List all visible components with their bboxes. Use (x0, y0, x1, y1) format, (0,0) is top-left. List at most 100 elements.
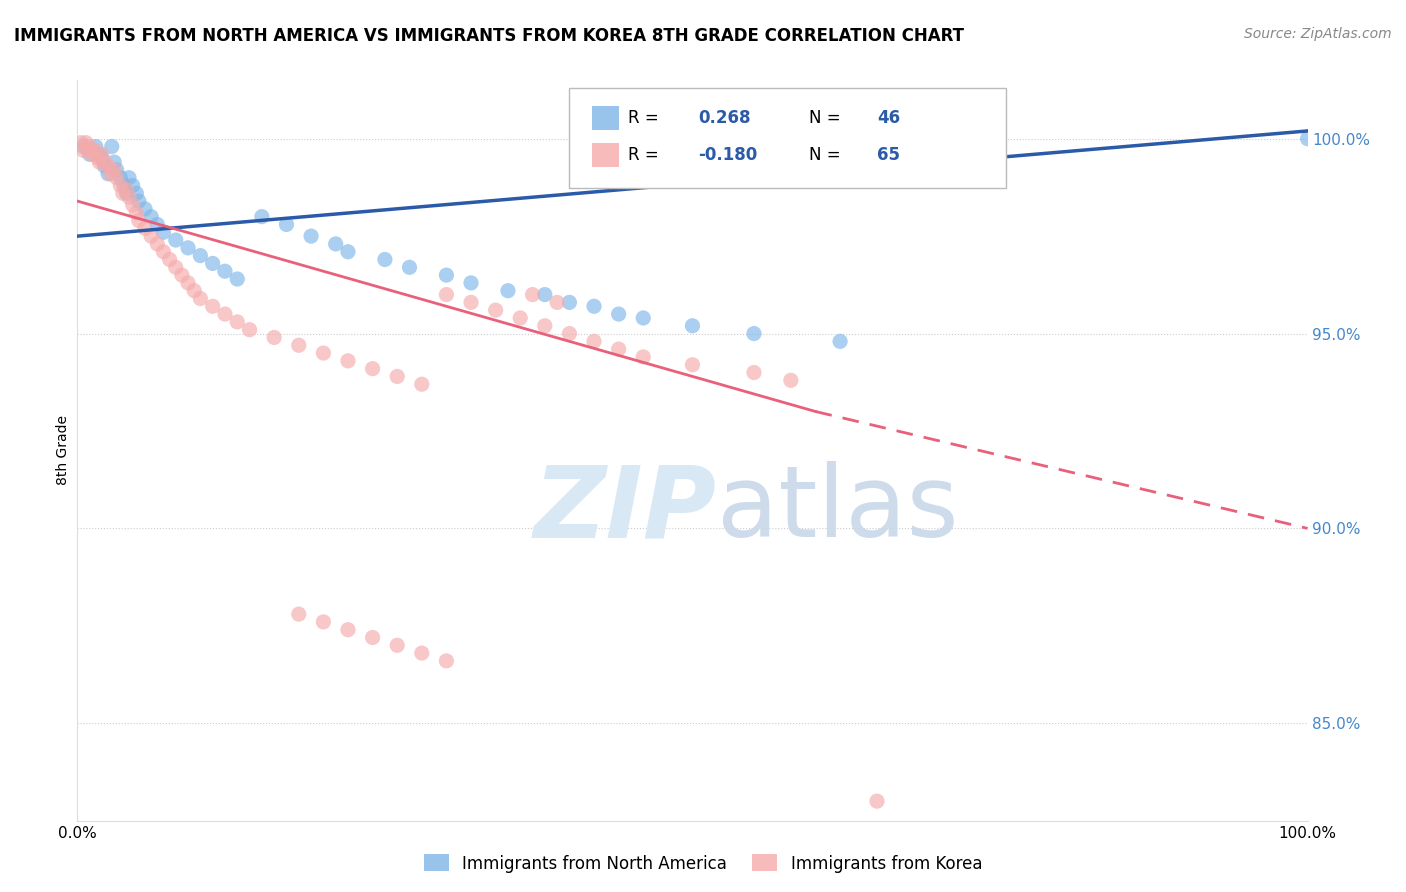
Point (93, 159, 115, 173)
Point (103, 162, 125, 177)
Text: IMMIGRANTS FROM NORTH AMERICA VS IMMIGRANTS FROM KOREA 8TH GRADE CORRELATION CHA: IMMIGRANTS FROM NORTH AMERICA VS IMMIGRA… (14, 27, 965, 45)
Legend: Immigrants from North America, Immigrants from Korea: Immigrants from North America, Immigrant… (418, 847, 988, 880)
Point (226, 315, 249, 329)
Point (288, 607, 311, 621)
Point (682, 318, 704, 333)
Point (374, 252, 396, 267)
Point (496, 284, 519, 298)
Point (128, 213, 150, 227)
Point (90, 147, 114, 161)
Point (152, 225, 174, 239)
Text: 65: 65 (877, 146, 900, 164)
Point (509, 310, 531, 325)
Point (460, 295, 482, 310)
Point (546, 295, 568, 310)
Point (583, 299, 606, 313)
Point (82, 147, 104, 161)
Point (90, 151, 114, 165)
Text: R =: R = (628, 109, 665, 127)
Point (115, 182, 138, 196)
Point (152, 244, 174, 259)
Point (183, 284, 205, 298)
FancyBboxPatch shape (569, 87, 1007, 187)
Point (134, 202, 156, 216)
Text: 0.268: 0.268 (699, 109, 751, 127)
Point (118, 190, 141, 204)
Point (188, 249, 212, 263)
Point (312, 615, 335, 629)
Point (97, 167, 120, 181)
Point (84, 144, 107, 158)
Point (558, 326, 581, 341)
Point (146, 236, 169, 251)
Point (72, 144, 94, 158)
Point (385, 638, 409, 652)
Point (70, 136, 93, 150)
Point (115, 186, 138, 201)
Point (110, 178, 132, 193)
Point (226, 272, 249, 286)
Point (742, 366, 765, 380)
Point (299, 229, 322, 244)
Point (337, 623, 360, 637)
Bar (592, 106, 619, 130)
Point (485, 303, 508, 318)
Point (170, 268, 193, 282)
Point (121, 198, 143, 212)
Point (111, 186, 134, 201)
Point (682, 358, 704, 372)
Point (105, 170, 128, 185)
Point (214, 307, 236, 321)
Point (79, 139, 101, 153)
Point (125, 186, 148, 201)
Point (534, 318, 557, 333)
Point (214, 264, 236, 278)
Point (398, 260, 420, 275)
Point (177, 241, 200, 255)
Point (100, 167, 122, 181)
Point (141, 210, 163, 224)
Point (436, 268, 458, 282)
Point (411, 377, 433, 392)
Point (385, 369, 409, 384)
Point (188, 292, 212, 306)
Text: 46: 46 (877, 109, 900, 127)
Point (121, 178, 143, 193)
Point (411, 646, 433, 660)
Point (93, 155, 115, 169)
Point (250, 210, 273, 224)
Point (128, 194, 150, 208)
Point (75, 136, 97, 150)
Point (337, 354, 360, 368)
Y-axis label: 8th Grade: 8th Grade (56, 416, 70, 485)
Point (607, 342, 630, 356)
Point (558, 295, 581, 310)
Point (141, 229, 163, 244)
Point (89, 155, 111, 169)
Point (79, 147, 101, 161)
Point (112, 178, 135, 193)
Point (337, 244, 360, 259)
Point (830, 334, 852, 349)
Point (866, 794, 889, 808)
Point (165, 260, 187, 275)
Point (1296, 132, 1319, 146)
Point (97, 159, 120, 173)
Point (134, 221, 156, 235)
Point (263, 330, 285, 344)
Point (125, 206, 148, 220)
Point (103, 155, 125, 169)
Point (110, 170, 132, 185)
Point (312, 346, 335, 360)
Point (361, 631, 384, 645)
Point (460, 276, 482, 290)
Point (159, 252, 181, 267)
Point (165, 233, 187, 247)
Point (89, 147, 111, 161)
Point (742, 326, 765, 341)
Point (146, 218, 169, 232)
Text: N =: N = (810, 109, 846, 127)
Text: N =: N = (810, 146, 846, 164)
Point (534, 287, 557, 301)
Point (101, 139, 124, 153)
